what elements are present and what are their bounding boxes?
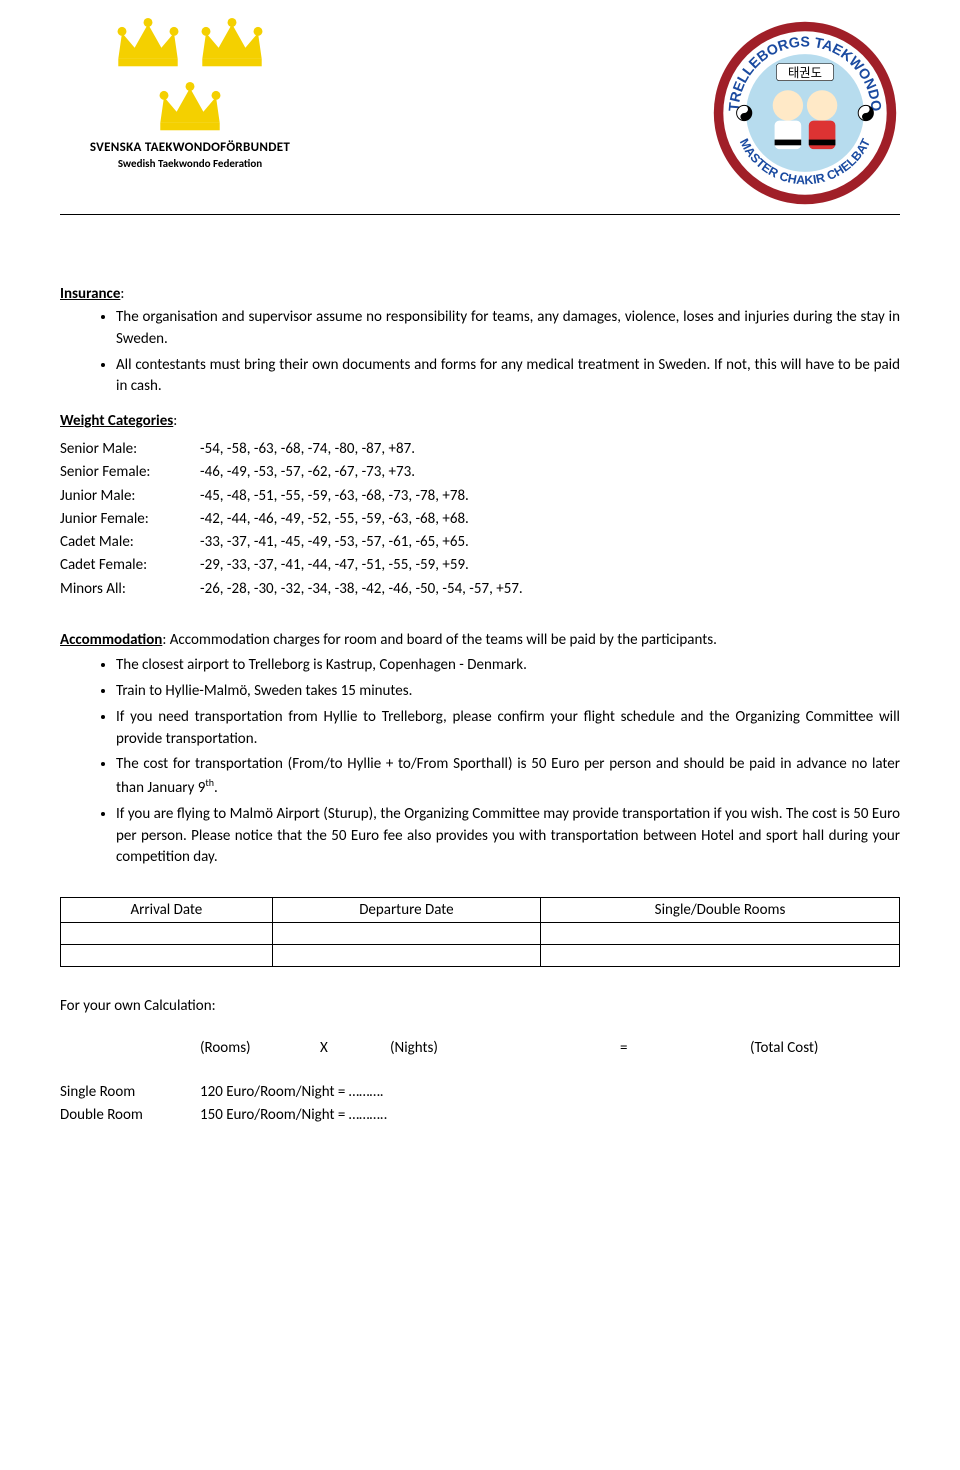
row-values: -46, -49, -53, -57, -62, -67, -73, +73.	[200, 461, 415, 484]
list-item: Train to Hyllie-Malmö, Sweden takes 15 m…	[116, 681, 900, 703]
left-logo: SVENSKA TAEKWONDOFÖRBUNDET Swedish Taekw…	[60, 18, 320, 170]
row-values: -33, -37, -41, -45, -49, -53, -57, -61, …	[200, 531, 469, 554]
room-price: 120 Euro/Room/Night = ……….	[200, 1081, 384, 1104]
calc-equals: =	[620, 1039, 750, 1057]
row-label: Cadet Female:	[60, 554, 200, 577]
rooms-field[interactable]	[541, 923, 900, 945]
calc-total-label: (Total Cost)	[750, 1039, 818, 1057]
booking-table: Arrival Date Departure Date Single/Doubl…	[60, 897, 900, 967]
col-departure: Departure Date	[272, 898, 540, 923]
weight-table: Senior Male:-54, -58, -63, -68, -74, -80…	[60, 438, 900, 601]
svg-text:태권도: 태권도	[788, 66, 822, 80]
calc-rooms-label: (Rooms)	[200, 1039, 320, 1057]
price-rows: Single Room 120 Euro/Room/Night = ………. D…	[60, 1081, 900, 1128]
table-row: Senior Male:-54, -58, -63, -68, -74, -80…	[60, 438, 900, 461]
row-values: -54, -58, -63, -68, -74, -80, -87, +87.	[200, 438, 415, 461]
weight-section: Weight Categories: Senior Male:-54, -58,…	[60, 412, 900, 601]
table-row: Senior Female:-46, -49, -53, -57, -62, -…	[60, 461, 900, 484]
accommodation-list: The closest airport to Trelleborg is Kas…	[60, 655, 900, 869]
table-row: Single Room 120 Euro/Room/Night = ……….	[60, 1081, 900, 1104]
calc-multiply: X	[320, 1039, 390, 1057]
calculation-formula: (Rooms) X (Nights) = (Total Cost)	[60, 1039, 900, 1057]
table-row: Double Room 150 Euro/Room/Night = ………..	[60, 1104, 900, 1127]
room-type-label: Double Room	[60, 1104, 200, 1127]
page-header: SVENSKA TAEKWONDOFÖRBUNDET Swedish Taekw…	[60, 18, 900, 208]
table-row: Junior Male:-45, -48, -51, -55, -59, -63…	[60, 485, 900, 508]
right-logo: TRELLEBORGS TAEKWONDO MASTER CHAKIR CHEL…	[710, 18, 900, 208]
club-badge-icon: TRELLEBORGS TAEKWONDO MASTER CHAKIR CHEL…	[710, 18, 900, 208]
row-values: -42, -44, -46, -49, -52, -55, -59, -63, …	[200, 508, 469, 531]
table-row: Cadet Male:-33, -37, -41, -45, -49, -53,…	[60, 531, 900, 554]
row-label: Senior Female:	[60, 461, 200, 484]
list-item: The closest airport to Trelleborg is Kas…	[116, 655, 900, 677]
table-row: Junior Female:-42, -44, -46, -49, -52, -…	[60, 508, 900, 531]
row-values: -26, -28, -30, -32, -34, -38, -42, -46, …	[200, 578, 523, 601]
list-item: All contestants must bring their own doc…	[116, 355, 900, 399]
row-label: Senior Male:	[60, 438, 200, 461]
arrival-field[interactable]	[61, 923, 273, 945]
table-row	[61, 945, 900, 967]
row-label: Junior Female:	[60, 508, 200, 531]
col-arrival: Arrival Date	[61, 898, 273, 923]
insurance-section: Insurance: The organisation and supervis…	[60, 285, 900, 398]
list-item: The cost for transportation (From/to Hyl…	[116, 754, 900, 800]
crown-icon	[151, 82, 229, 134]
room-price: 150 Euro/Room/Night = ………..	[200, 1104, 387, 1127]
departure-field[interactable]	[272, 923, 540, 945]
calc-nights-label: (Nights)	[390, 1039, 620, 1057]
header-divider	[60, 214, 900, 215]
list-item: If you are flying to Malmö Airport (Stur…	[116, 804, 900, 869]
room-type-label: Single Room	[60, 1081, 200, 1104]
crown-icon	[109, 18, 187, 70]
weight-title: Weight Categories	[60, 412, 173, 430]
accommodation-title: Accommodation	[60, 631, 162, 649]
crowns-icon	[60, 18, 320, 134]
accommodation-section: Accommodation: Accommodation charges for…	[60, 629, 900, 869]
list-item: If you need transportation from Hyllie t…	[116, 707, 900, 751]
row-label: Cadet Male:	[60, 531, 200, 554]
row-label: Minors All:	[60, 578, 200, 601]
rooms-field[interactable]	[541, 945, 900, 967]
departure-field[interactable]	[272, 945, 540, 967]
crown-icon	[193, 18, 271, 70]
accommodation-intro: Accommodation: Accommodation charges for…	[60, 629, 900, 652]
insurance-list: The organisation and supervisor assume n…	[60, 307, 900, 398]
calculation-title: For your own Calculation:	[60, 997, 900, 1015]
list-item: The organisation and supervisor assume n…	[116, 307, 900, 351]
row-values: -45, -48, -51, -55, -59, -63, -68, -73, …	[200, 485, 469, 508]
arrival-field[interactable]	[61, 945, 273, 967]
table-header-row: Arrival Date Departure Date Single/Doubl…	[61, 898, 900, 923]
table-row: Cadet Female:-29, -33, -37, -41, -44, -4…	[60, 554, 900, 577]
insurance-title: Insurance	[60, 285, 120, 303]
calculation-section: For your own Calculation: (Rooms) X (Nig…	[60, 997, 900, 1128]
org-title: SVENSKA TAEKWONDOFÖRBUNDET	[60, 140, 320, 155]
row-values: -29, -33, -37, -41, -44, -47, -51, -55, …	[200, 554, 469, 577]
table-row	[61, 923, 900, 945]
org-subtitle: Swedish Taekwondo Federation	[60, 157, 320, 170]
col-rooms: Single/Double Rooms	[541, 898, 900, 923]
table-row: Minors All:-26, -28, -30, -32, -34, -38,…	[60, 578, 900, 601]
row-label: Junior Male:	[60, 485, 200, 508]
